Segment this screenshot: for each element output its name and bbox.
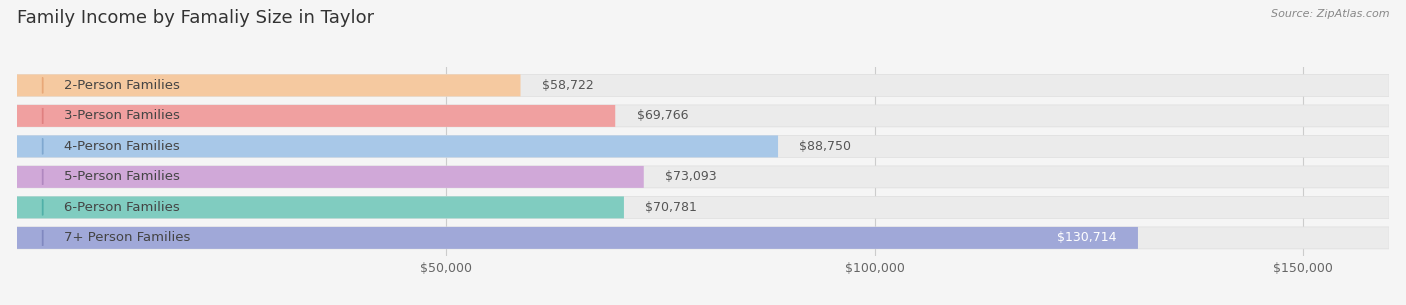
FancyBboxPatch shape [17, 74, 1389, 96]
Text: 3-Person Families: 3-Person Families [65, 109, 180, 122]
FancyBboxPatch shape [17, 196, 1389, 218]
FancyBboxPatch shape [17, 105, 1389, 127]
Text: $73,093: $73,093 [665, 170, 717, 183]
FancyBboxPatch shape [17, 135, 1389, 157]
Text: 5-Person Families: 5-Person Families [65, 170, 180, 183]
FancyBboxPatch shape [17, 135, 778, 157]
Text: $88,750: $88,750 [800, 140, 852, 153]
Text: 6-Person Families: 6-Person Families [65, 201, 180, 214]
FancyBboxPatch shape [17, 166, 644, 188]
Text: $130,714: $130,714 [1057, 231, 1116, 244]
FancyBboxPatch shape [17, 196, 624, 218]
FancyBboxPatch shape [17, 227, 1137, 249]
Text: $70,781: $70,781 [645, 201, 697, 214]
FancyBboxPatch shape [17, 105, 616, 127]
Text: $58,722: $58,722 [541, 79, 593, 92]
Text: Family Income by Famaliy Size in Taylor: Family Income by Famaliy Size in Taylor [17, 9, 374, 27]
FancyBboxPatch shape [17, 227, 1389, 249]
Text: 2-Person Families: 2-Person Families [65, 79, 180, 92]
FancyBboxPatch shape [17, 74, 520, 96]
Text: Source: ZipAtlas.com: Source: ZipAtlas.com [1271, 9, 1389, 19]
FancyBboxPatch shape [17, 166, 1389, 188]
Text: $69,766: $69,766 [637, 109, 688, 122]
Text: 7+ Person Families: 7+ Person Families [65, 231, 190, 244]
Text: 4-Person Families: 4-Person Families [65, 140, 180, 153]
